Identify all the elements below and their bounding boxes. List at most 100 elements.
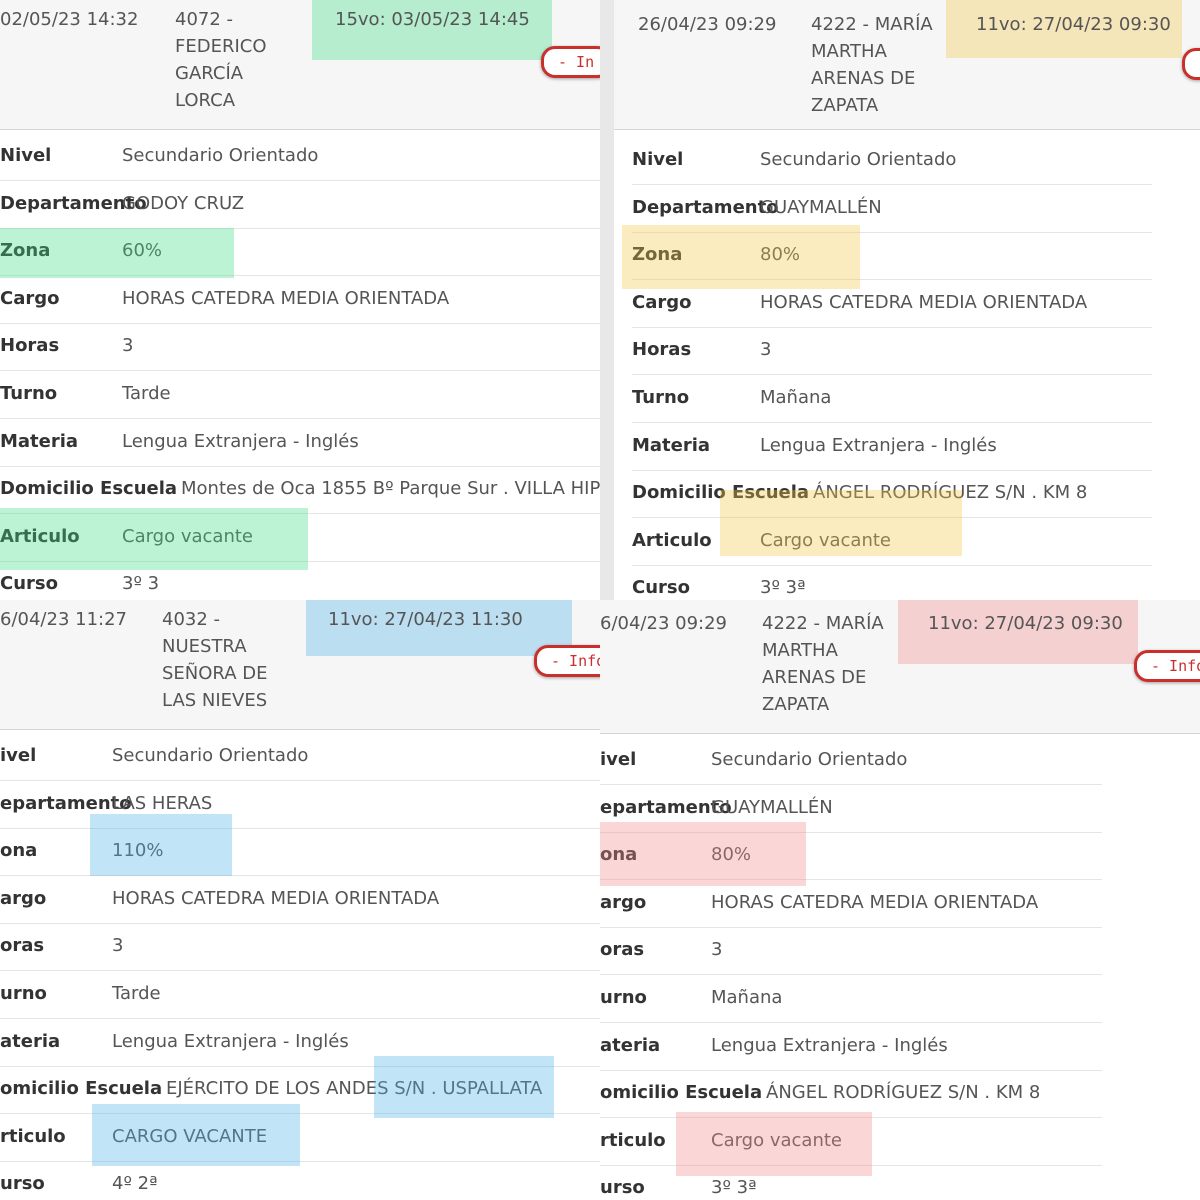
detail-label: Cargo xyxy=(0,287,60,309)
detail-row: Articulo Cargo vacante xyxy=(0,514,600,562)
detail-row: Nivel Secundario Orientado xyxy=(0,133,600,181)
detail-value: Cargo vacante xyxy=(760,529,891,551)
card-header: 6/04/23 09:29 4222 - MARÍA MARTHA ARENAS… xyxy=(600,600,1200,734)
info-button[interactable]: - Info xyxy=(534,645,600,677)
detail-label: Turno xyxy=(632,387,690,408)
detail-row: omicilio Escuela EJÉRCITO DE LOS ANDES S/… xyxy=(0,1066,600,1115)
detail-label: epartamento xyxy=(600,796,732,818)
card-header: 6/04/23 11:27 4032 - NUESTRA SEÑORA DE L… xyxy=(0,600,600,730)
detail-value: Secundario Orientado xyxy=(122,145,319,166)
detail-value: 3º 3ª xyxy=(711,1177,757,1199)
detail-row: oras 3 xyxy=(0,923,600,972)
card-panel-4: 6/04/23 09:29 4222 - MARÍA MARTHA ARENAS… xyxy=(600,600,1200,1200)
escuela-name: 4222 - MARÍA MARTHA ARENAS DE ZAPATA xyxy=(762,613,884,715)
escuela-name: 4032 - NUESTRA SEÑORA DE LAS NIEVES xyxy=(162,609,268,711)
llamado-fecha: 11vo: 27/04/23 09:30 xyxy=(928,613,1123,634)
detail-row: epartamento GUAYMALLÉN xyxy=(600,785,1102,833)
detail-value: 110% xyxy=(112,840,164,862)
zona-highlight xyxy=(622,225,860,289)
detail-label: Cargo xyxy=(632,291,692,313)
detail-row: Turno Mañana xyxy=(632,375,1152,423)
card-header: 02/05/23 14:32 4072 - FEDERICO GARCÍA LO… xyxy=(0,0,600,130)
detail-label: Domicilio Escuela xyxy=(0,478,178,500)
detail-label: Articulo xyxy=(632,529,712,551)
detail-value: LAS HERAS xyxy=(112,792,213,814)
detail-label: argo xyxy=(600,891,647,913)
llamado-fecha: 15vo: 03/05/23 14:45 xyxy=(335,9,530,30)
detail-label: ivel xyxy=(600,749,637,770)
detail-value: Lengua Extranjera - Inglés xyxy=(711,1034,948,1056)
detail-value: GUAYMALLÉN xyxy=(711,796,833,818)
detail-value: 3 xyxy=(711,939,723,961)
articulo-highlight xyxy=(92,1104,300,1166)
detail-label: urso xyxy=(0,1173,45,1195)
escuela-name: 4222 - MARÍA MARTHA ARENAS DE ZAPATA xyxy=(811,14,933,116)
detail-label: Nivel xyxy=(0,145,52,166)
fecha-publicacion: 6/04/23 09:29 xyxy=(600,613,727,634)
detail-label: omicilio Escuela xyxy=(600,1082,763,1104)
detail-row: Domicilio Escuela ÁNGEL RODRÍGUEZ S/N . K… xyxy=(632,470,1152,519)
detail-label: Articulo xyxy=(0,525,80,547)
detail-value: ÁNGEL RODRÍGUEZ S/N . KM 8 xyxy=(766,1082,1041,1104)
detail-label: epartamento xyxy=(0,792,132,814)
detail-row: rticulo Cargo vacante xyxy=(600,1118,1102,1166)
detail-row: urso 4º 2ª xyxy=(0,1161,600,1200)
detail-label: ivel xyxy=(0,745,37,766)
detail-label: ona xyxy=(0,840,38,862)
detail-value: 3 xyxy=(122,335,134,357)
articulo-highlight xyxy=(720,490,962,556)
detail-label: Horas xyxy=(0,335,60,357)
detail-label: argo xyxy=(0,887,47,909)
info-button[interactable]: - I xyxy=(1182,48,1200,80)
info-button[interactable]: - Info xyxy=(1134,650,1200,682)
fecha-publicacion: 6/04/23 11:27 xyxy=(0,609,127,630)
detail-value: 80% xyxy=(711,844,752,866)
detail-value: Secundario Orientado xyxy=(760,149,957,170)
llamado-highlight xyxy=(312,0,552,60)
detail-value: Tarde xyxy=(112,983,161,1004)
detail-value: Tarde xyxy=(122,383,171,404)
detail-value: Secundario Orientado xyxy=(112,745,309,766)
detail-label: Horas xyxy=(632,339,692,361)
detail-value: ÁNGEL RODRÍGUEZ S/N . KM 8 xyxy=(813,482,1088,504)
detail-value: Lengua Extranjera - Inglés xyxy=(760,434,997,456)
detail-value: Cargo vacante xyxy=(711,1129,842,1151)
detail-row: oras 3 xyxy=(600,927,1102,976)
llamado-highlight xyxy=(946,0,1182,58)
detail-label: omicilio Escuela xyxy=(0,1078,163,1100)
detail-value: Mañana xyxy=(760,387,832,408)
detail-value: 3º 3 xyxy=(122,573,160,595)
detail-row: Departamento GUAYMALLÉN xyxy=(632,185,1152,233)
info-button[interactable]: - In xyxy=(541,46,600,78)
detail-value: Lengua Extranjera - Inglés xyxy=(122,430,359,452)
detail-label: Turno xyxy=(0,383,58,404)
llamado-highlight xyxy=(898,600,1138,664)
detail-value: GODOY CRUZ xyxy=(122,192,245,214)
zona-highlight xyxy=(90,814,232,876)
detail-row: omicilio Escuela ÁNGEL RODRÍGUEZ S/N . KM… xyxy=(600,1070,1102,1119)
detail-row: ona 80% xyxy=(600,832,1102,881)
detail-label: urno xyxy=(0,983,47,1004)
detail-label: oras xyxy=(600,939,645,961)
zona-highlight xyxy=(600,822,806,886)
detail-label: Domicilio Escuela xyxy=(632,482,810,504)
detail-row: ona 110% xyxy=(0,828,600,877)
detail-label: urno xyxy=(600,987,647,1008)
detail-value: Secundario Orientado xyxy=(711,749,908,770)
detail-label: rticulo xyxy=(0,1125,66,1147)
detail-row: Turno Tarde xyxy=(0,371,600,419)
detail-row: Horas 3 xyxy=(0,323,600,372)
llamado-highlight xyxy=(306,600,572,656)
detail-row: ateria Lengua Extranjera - Inglés xyxy=(0,1019,600,1067)
detail-value: EJÉRCITO DE LOS ANDES S/N . USPALLATA xyxy=(166,1078,543,1100)
detail-label: Departamento xyxy=(632,196,779,218)
detail-value: 3 xyxy=(760,339,772,361)
detail-row: Cargo HORAS CATEDRA MEDIA ORIENTADA xyxy=(632,280,1152,328)
articulo-highlight xyxy=(0,508,308,570)
detail-label: urso xyxy=(600,1177,645,1199)
detail-row: Zona 60% xyxy=(0,228,600,277)
articulo-highlight xyxy=(676,1112,872,1176)
detail-value: Mañana xyxy=(711,987,783,1008)
detail-label: Zona xyxy=(632,244,683,266)
card-panel-1: 02/05/23 14:32 4072 - FEDERICO GARCÍA LO… xyxy=(0,0,600,600)
